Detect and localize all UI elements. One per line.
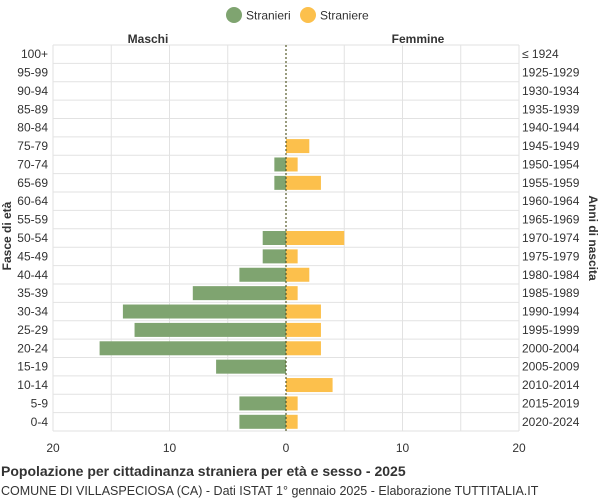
age-group-label: 65-69	[17, 176, 48, 190]
age-group-label: 10-14	[17, 378, 48, 392]
bar-female-25-29	[286, 322, 321, 337]
age-group-label: 25-29	[17, 323, 48, 337]
bar-male-15-19	[216, 359, 286, 374]
birth-year-label: 1935-1939	[522, 102, 580, 116]
age-group-label: 95-99	[17, 66, 48, 80]
birth-year-label: 1940-1944	[522, 121, 580, 135]
bar-female-30-34	[286, 304, 321, 319]
bars	[99, 45, 345, 431]
legend-label-stranieri: Stranieri	[246, 9, 291, 23]
header-femmine: Femmine	[392, 32, 445, 46]
bar-female-40-44	[286, 267, 310, 282]
age-group-label: 40-44	[17, 268, 48, 282]
age-group-label: 30-34	[17, 305, 48, 319]
y-axis-title-right: Anni di nascita	[586, 195, 600, 281]
age-group-label: 45-49	[17, 249, 48, 263]
y-axis-title-left: Fasce di età	[0, 201, 14, 270]
bar-female-75-79	[286, 139, 310, 154]
x-tick-label: 10	[163, 441, 177, 455]
birth-year-label: 1925-1929	[522, 66, 580, 80]
birth-year-label: 1965-1969	[522, 213, 580, 227]
birth-year-label: 1945-1949	[522, 139, 580, 153]
birth-year-label: 1995-1999	[522, 323, 580, 337]
bar-male-20-24	[99, 341, 286, 356]
x-tick-label: 10	[396, 441, 410, 455]
bar-male-45-49	[262, 249, 286, 264]
bar-male-40-44	[239, 267, 286, 282]
legend-label-straniere: Straniere	[320, 9, 369, 23]
birth-year-label: 2015-2019	[522, 396, 580, 410]
header-maschi: Maschi	[128, 32, 169, 46]
birth-year-label: 1980-1984	[522, 268, 580, 282]
bar-male-50-54	[262, 231, 286, 245]
chart-title: Popolazione per cittadinanza straniera p…	[1, 463, 406, 479]
age-group-label: 20-24	[17, 341, 48, 355]
bar-female-0-4	[286, 414, 298, 429]
birth-year-label: 1960-1964	[522, 194, 580, 208]
birth-year-label: ≤ 1924	[522, 47, 559, 61]
age-group-label: 50-54	[17, 231, 48, 245]
age-group-label: 80-84	[17, 121, 48, 135]
bar-male-0-4	[239, 414, 286, 429]
age-group-label: 90-94	[17, 84, 48, 98]
legend-swatch-stranieri	[226, 7, 242, 23]
x-tick-label: 20	[512, 441, 526, 455]
bar-female-70-74	[286, 157, 298, 172]
age-group-label: 35-39	[17, 286, 48, 300]
bar-female-45-49	[286, 249, 298, 264]
bar-male-65-69	[274, 175, 286, 190]
birth-year-label: 1985-1989	[522, 286, 580, 300]
legend: Stranieri Straniere	[226, 7, 369, 23]
age-group-label: 70-74	[17, 157, 48, 171]
legend-swatch-straniere	[300, 7, 316, 23]
birth-year-label: 1955-1959	[522, 176, 580, 190]
bar-female-5-9	[286, 396, 298, 411]
bar-male-5-9	[239, 396, 286, 411]
age-group-label: 55-59	[17, 213, 48, 227]
birth-year-label: 1975-1979	[522, 249, 580, 263]
age-group-label: 100+	[21, 47, 48, 61]
birth-year-label: 1930-1934	[522, 84, 580, 98]
age-group-label: 85-89	[17, 102, 48, 116]
birth-year-label: 1990-1994	[522, 305, 580, 319]
bar-male-25-29	[134, 322, 286, 337]
age-group-label: 60-64	[17, 194, 48, 208]
age-group-label: 5-9	[31, 396, 49, 410]
bar-female-20-24	[286, 341, 321, 356]
birth-year-label: 1970-1974	[522, 231, 580, 245]
population-pyramid-chart: Stranieri Straniere Maschi Femmine Fasce…	[0, 7, 600, 455]
bar-male-70-74	[274, 157, 286, 172]
x-tick-label: 20	[46, 441, 60, 455]
chart-subtitle: COMUNE DI VILLASPECIOSA (CA) - Dati ISTA…	[1, 484, 539, 498]
bar-female-65-69	[286, 175, 321, 190]
birth-year-label: 2020-2024	[522, 415, 580, 429]
labels: 100+ ≤ 1924 95-99 1925-1929 90-94 1930-1934 85…	[17, 47, 579, 455]
bar-female-50-54	[286, 231, 345, 245]
age-group-label: 0-4	[31, 415, 49, 429]
birth-year-label: 2010-2014	[522, 378, 580, 392]
birth-year-label: 2005-2009	[522, 360, 580, 374]
x-tick-label: 0	[283, 441, 290, 455]
birth-year-label: 1950-1954	[522, 157, 580, 171]
bar-female-10-14	[286, 378, 333, 393]
bar-male-35-39	[192, 286, 286, 301]
birth-year-label: 2000-2004	[522, 341, 580, 355]
age-group-label: 15-19	[17, 360, 48, 374]
bar-male-30-34	[122, 304, 287, 319]
bar-female-35-39	[286, 286, 298, 301]
age-group-label: 75-79	[17, 139, 48, 153]
